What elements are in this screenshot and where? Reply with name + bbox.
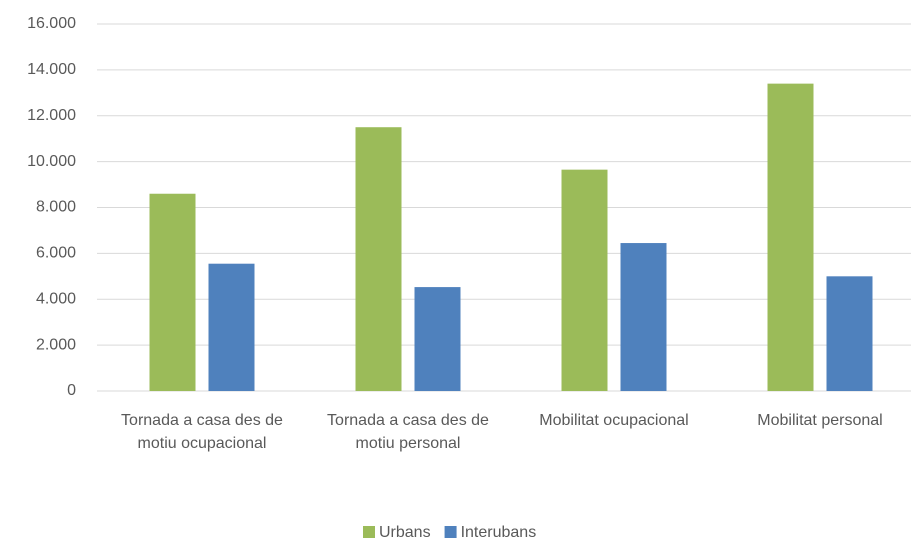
legend-swatch — [444, 526, 457, 538]
x-tick-label: Tornada a casa des de motiu ocupacional — [121, 412, 283, 452]
legend-swatch — [363, 526, 375, 538]
y-tick-label: 12.000 — [27, 107, 76, 124]
legend-label: Urbans — [379, 524, 431, 541]
bar — [561, 169, 608, 391]
x-tick-label: Tornada a casa des de motiu personal — [327, 412, 489, 452]
bar — [620, 243, 667, 391]
y-tick-label: 10.000 — [27, 153, 76, 170]
bar — [767, 83, 814, 391]
y-tick-label: 14.000 — [27, 61, 76, 78]
bar — [208, 263, 255, 391]
y-tick-label: 0 — [67, 382, 76, 399]
y-tick-label: 2.000 — [36, 336, 76, 353]
bar — [355, 127, 402, 391]
y-tick-label: 4.000 — [36, 290, 76, 307]
y-tick-label: 8.000 — [36, 199, 76, 216]
bar — [149, 193, 196, 391]
bar — [826, 276, 873, 391]
legend-label: Interubans — [461, 524, 537, 541]
x-tick-label: Mobilitat ocupacional — [539, 412, 689, 429]
y-tick-label: 6.000 — [36, 245, 76, 262]
x-tick-label: Mobilitat personal — [757, 412, 883, 429]
bar — [414, 287, 461, 391]
y-tick-label: 16.000 — [27, 15, 76, 32]
